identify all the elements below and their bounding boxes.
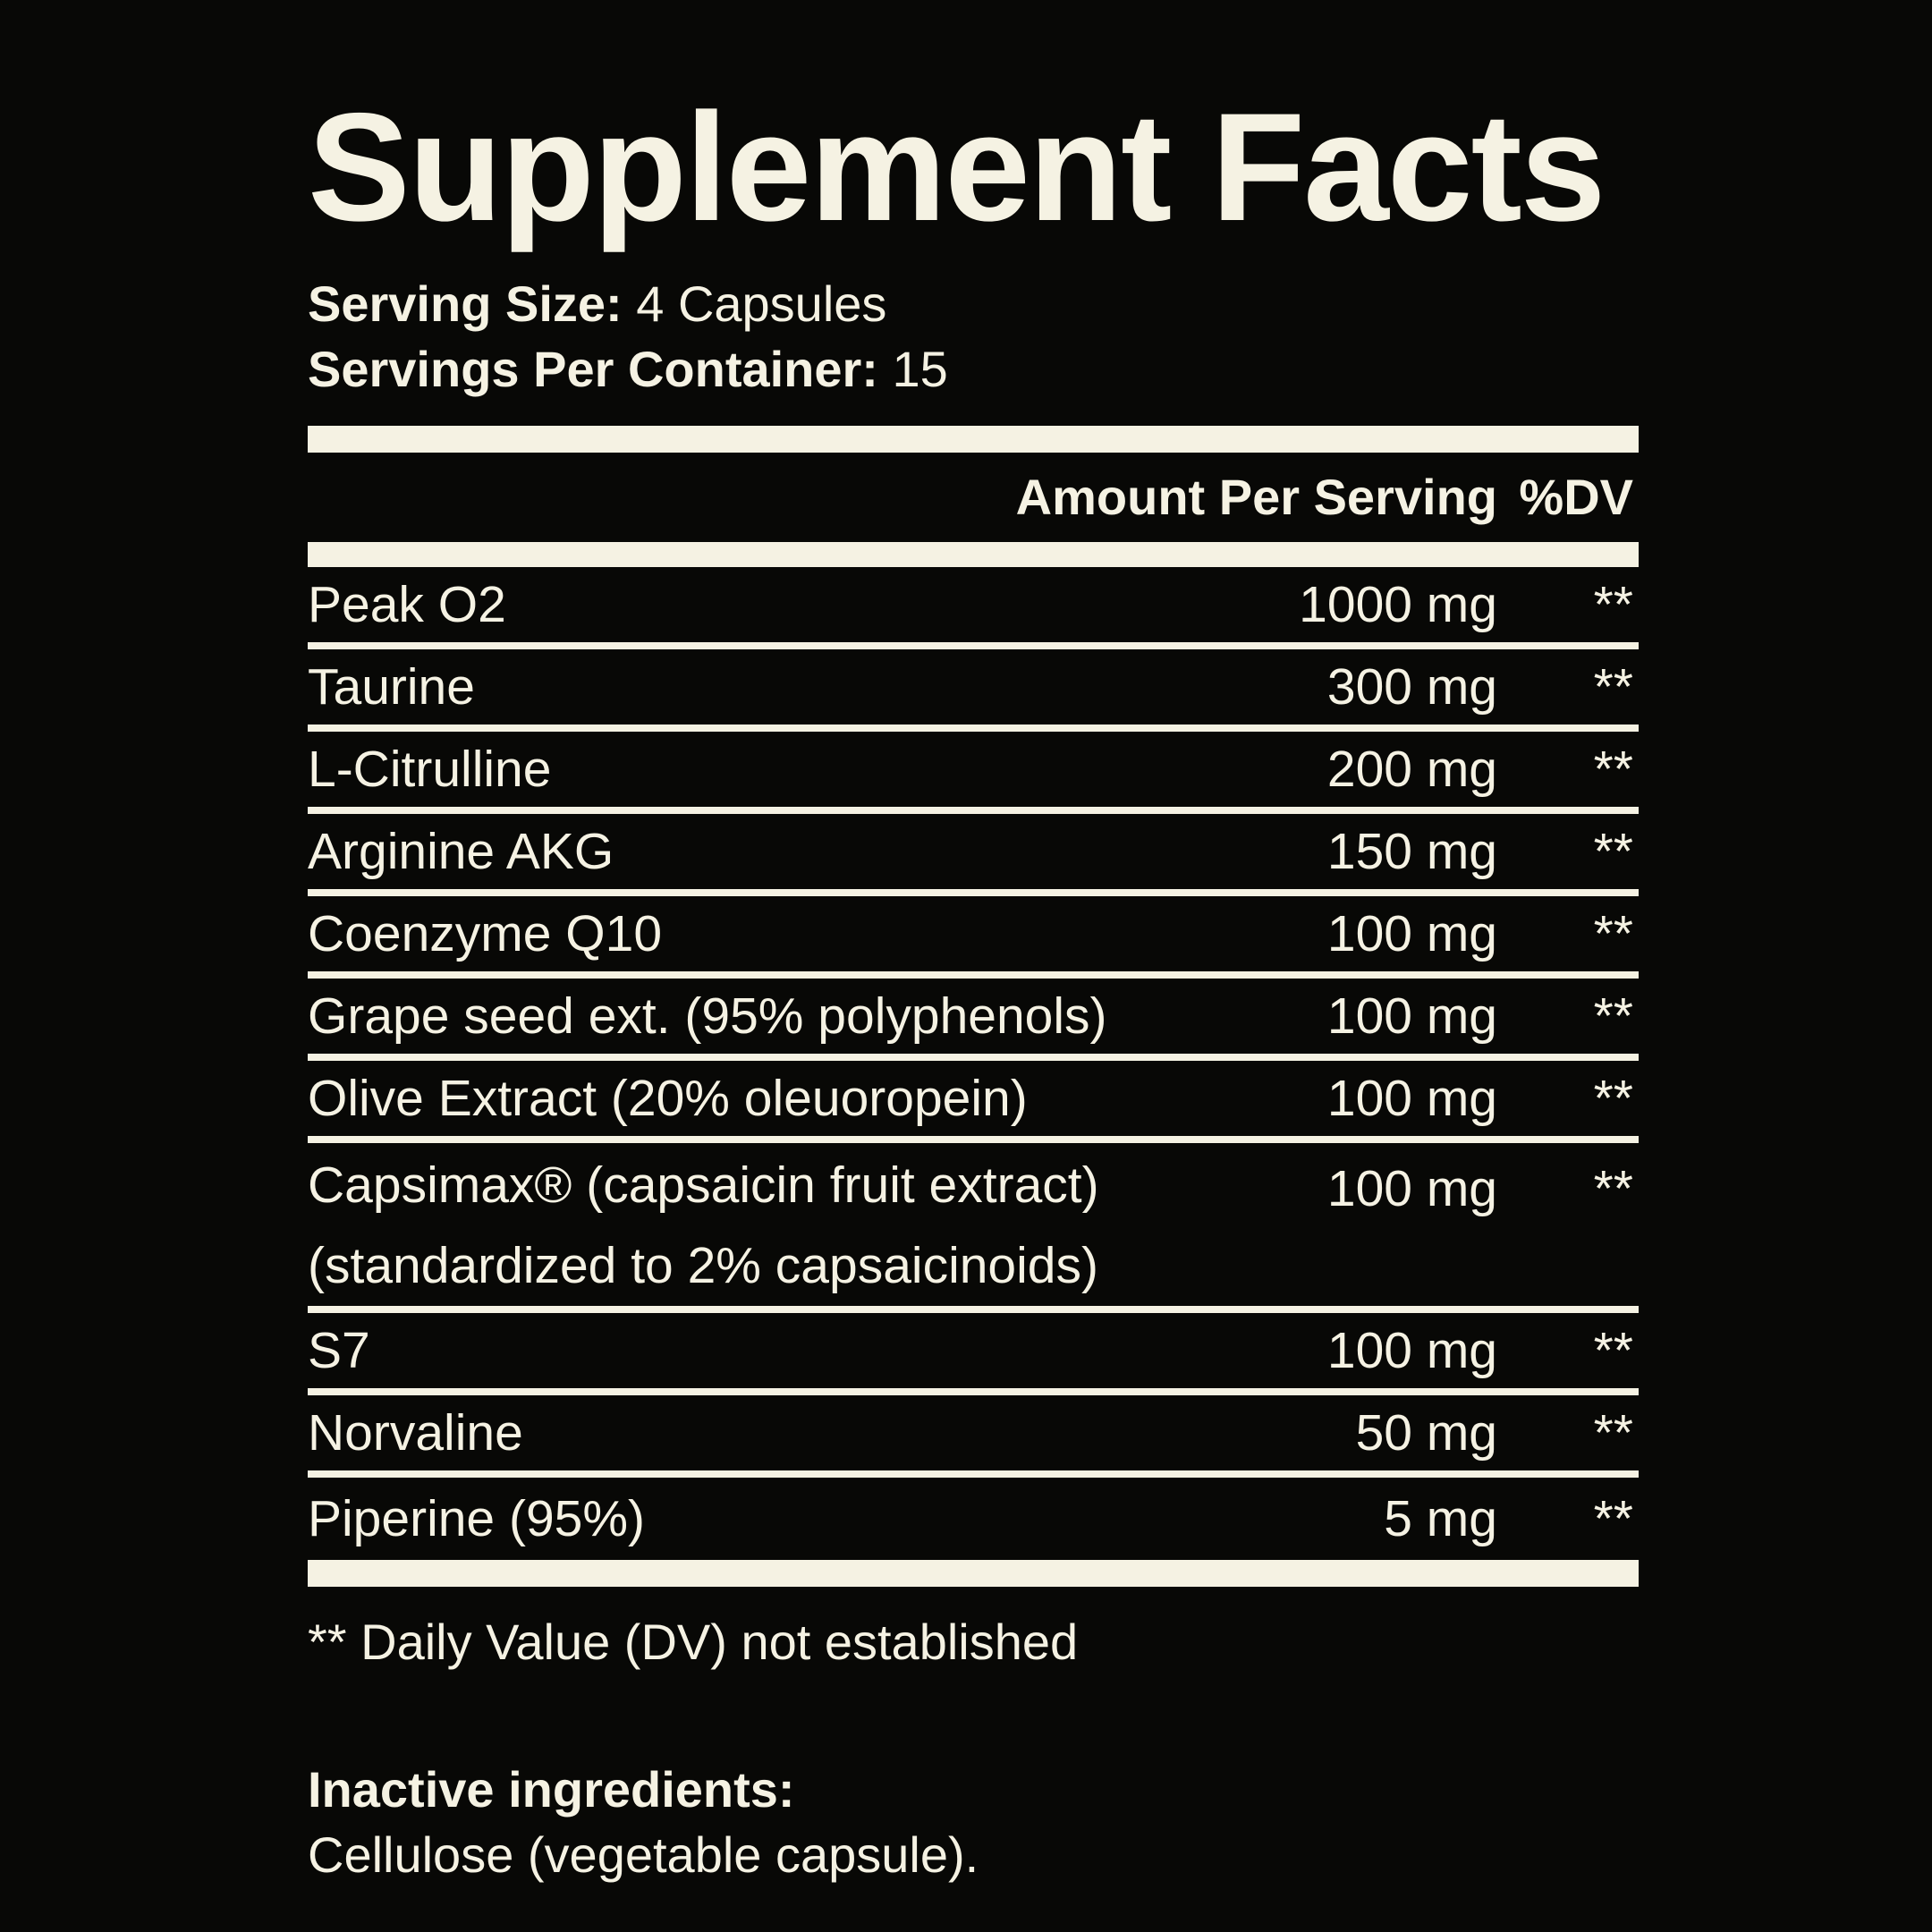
ingredient-name-line1: Capsimax® (capsaicin fruit extract) — [308, 1156, 1099, 1214]
ingredient-dv: ** — [1593, 822, 1633, 880]
ingredient-amount: 100 mg — [1326, 904, 1497, 962]
ingredient-name: Taurine — [308, 657, 475, 716]
servings-per-container-label: Servings Per Container: — [308, 341, 878, 398]
ingredient-name: L-Citrulline — [308, 740, 552, 798]
table-row: Piperine (95%) 5 mg ** — [308, 1478, 1639, 1560]
table-header: Amount Per Serving %DV — [308, 453, 1639, 542]
ingredient-name: Olive Extract (20% oleuoropein) — [308, 1069, 1028, 1127]
ingredient-name: Coenzyme Q10 — [308, 904, 663, 962]
ingredient-name: Peak O2 — [308, 575, 506, 633]
ingredient-dv: ** — [1593, 657, 1633, 716]
ingredient-amount: 1000 mg — [1299, 575, 1497, 633]
ingredient-name: S7 — [308, 1322, 370, 1380]
ingredient-amount: 150 mg — [1326, 822, 1497, 880]
inactive-ingredients: Inactive ingredients: Cellulose (vegetab… — [308, 1758, 1639, 1888]
ingredient-table: Peak O2 1000 mg ** Taurine 300 mg ** L-C… — [308, 567, 1639, 1560]
serving-info: Serving Size: 4 Capsules Servings Per Co… — [308, 272, 1639, 402]
table-row: Capsimax® (capsaicin fruit extract) (sta… — [308, 1143, 1639, 1314]
label-title: Supplement Facts — [308, 81, 1606, 253]
ingredient-dv: ** — [1593, 1322, 1633, 1380]
daily-value-footnote: ** Daily Value (DV) not established — [308, 1614, 1079, 1671]
ingredient-amount: 300 mg — [1326, 657, 1497, 716]
ingredient-dv: ** — [1593, 740, 1633, 798]
ingredient-name: Norvaline — [308, 1404, 523, 1462]
ingredient-amount: 50 mg — [1355, 1404, 1497, 1462]
table-row: L-Citrulline 200 mg ** — [308, 732, 1639, 814]
ingredient-name: Capsimax® (capsaicin fruit extract) (sta… — [308, 1143, 1327, 1306]
header-amount-per-serving: Amount Per Serving — [1015, 469, 1497, 526]
divider-bar-header — [308, 541, 1639, 567]
ingredient-dv: ** — [1593, 1490, 1633, 1548]
inactive-ingredients-label: Inactive ingredients: — [308, 1760, 795, 1818]
ingredient-amount: 100 mg — [1326, 987, 1497, 1045]
table-row: Peak O2 1000 mg ** — [308, 567, 1639, 649]
table-row: Norvaline 50 mg ** — [308, 1395, 1639, 1479]
table-row: Arginine AKG 150 mg ** — [308, 814, 1639, 896]
divider-bar-top — [308, 425, 1639, 453]
inactive-ingredients-value: Cellulose (vegetable capsule). — [308, 1826, 979, 1883]
ingredient-name: Grape seed ext. (95% polyphenols) — [308, 987, 1107, 1045]
servings-per-container-line: Servings Per Container: 15 — [308, 337, 1639, 402]
table-row: Coenzyme Q10 100 mg ** — [308, 896, 1639, 979]
ingredient-amount: 100 mg — [1326, 1069, 1497, 1127]
servings-per-container-value: 15 — [892, 341, 948, 398]
table-row: S7 100 mg ** — [308, 1313, 1639, 1396]
header-percent-dv: %DV — [1519, 469, 1633, 526]
ingredient-amount: 5 mg — [1384, 1490, 1497, 1548]
divider-bar-bottom — [308, 1560, 1639, 1588]
ingredient-name: Arginine AKG — [308, 822, 614, 880]
supplement-facts-label: Supplement Facts Serving Size: 4 Capsule… — [308, 0, 1639, 1887]
ingredient-dv: ** — [1593, 1159, 1633, 1217]
serving-size-label: Serving Size: — [308, 275, 623, 333]
ingredient-dv: ** — [1593, 1404, 1633, 1462]
ingredient-name-line2: (standardized to 2% capsaicinoids) — [308, 1237, 1098, 1295]
serving-size-value: 4 Capsules — [636, 275, 887, 333]
serving-size-line: Serving Size: 4 Capsules — [308, 272, 1639, 337]
table-row: Olive Extract (20% oleuoropein) 100 mg *… — [308, 1061, 1639, 1143]
ingredient-dv: ** — [1593, 1069, 1633, 1127]
table-row: Grape seed ext. (95% polyphenols) 100 mg… — [308, 979, 1639, 1061]
ingredient-amount: 100 mg — [1326, 1159, 1497, 1217]
ingredient-name: Piperine (95%) — [308, 1490, 646, 1548]
ingredient-amount: 100 mg — [1326, 1322, 1497, 1380]
ingredient-amount: 200 mg — [1326, 740, 1497, 798]
ingredient-dv: ** — [1593, 987, 1633, 1045]
ingredient-dv: ** — [1593, 575, 1633, 633]
ingredient-dv: ** — [1593, 904, 1633, 962]
table-row: Taurine 300 mg ** — [308, 649, 1639, 732]
